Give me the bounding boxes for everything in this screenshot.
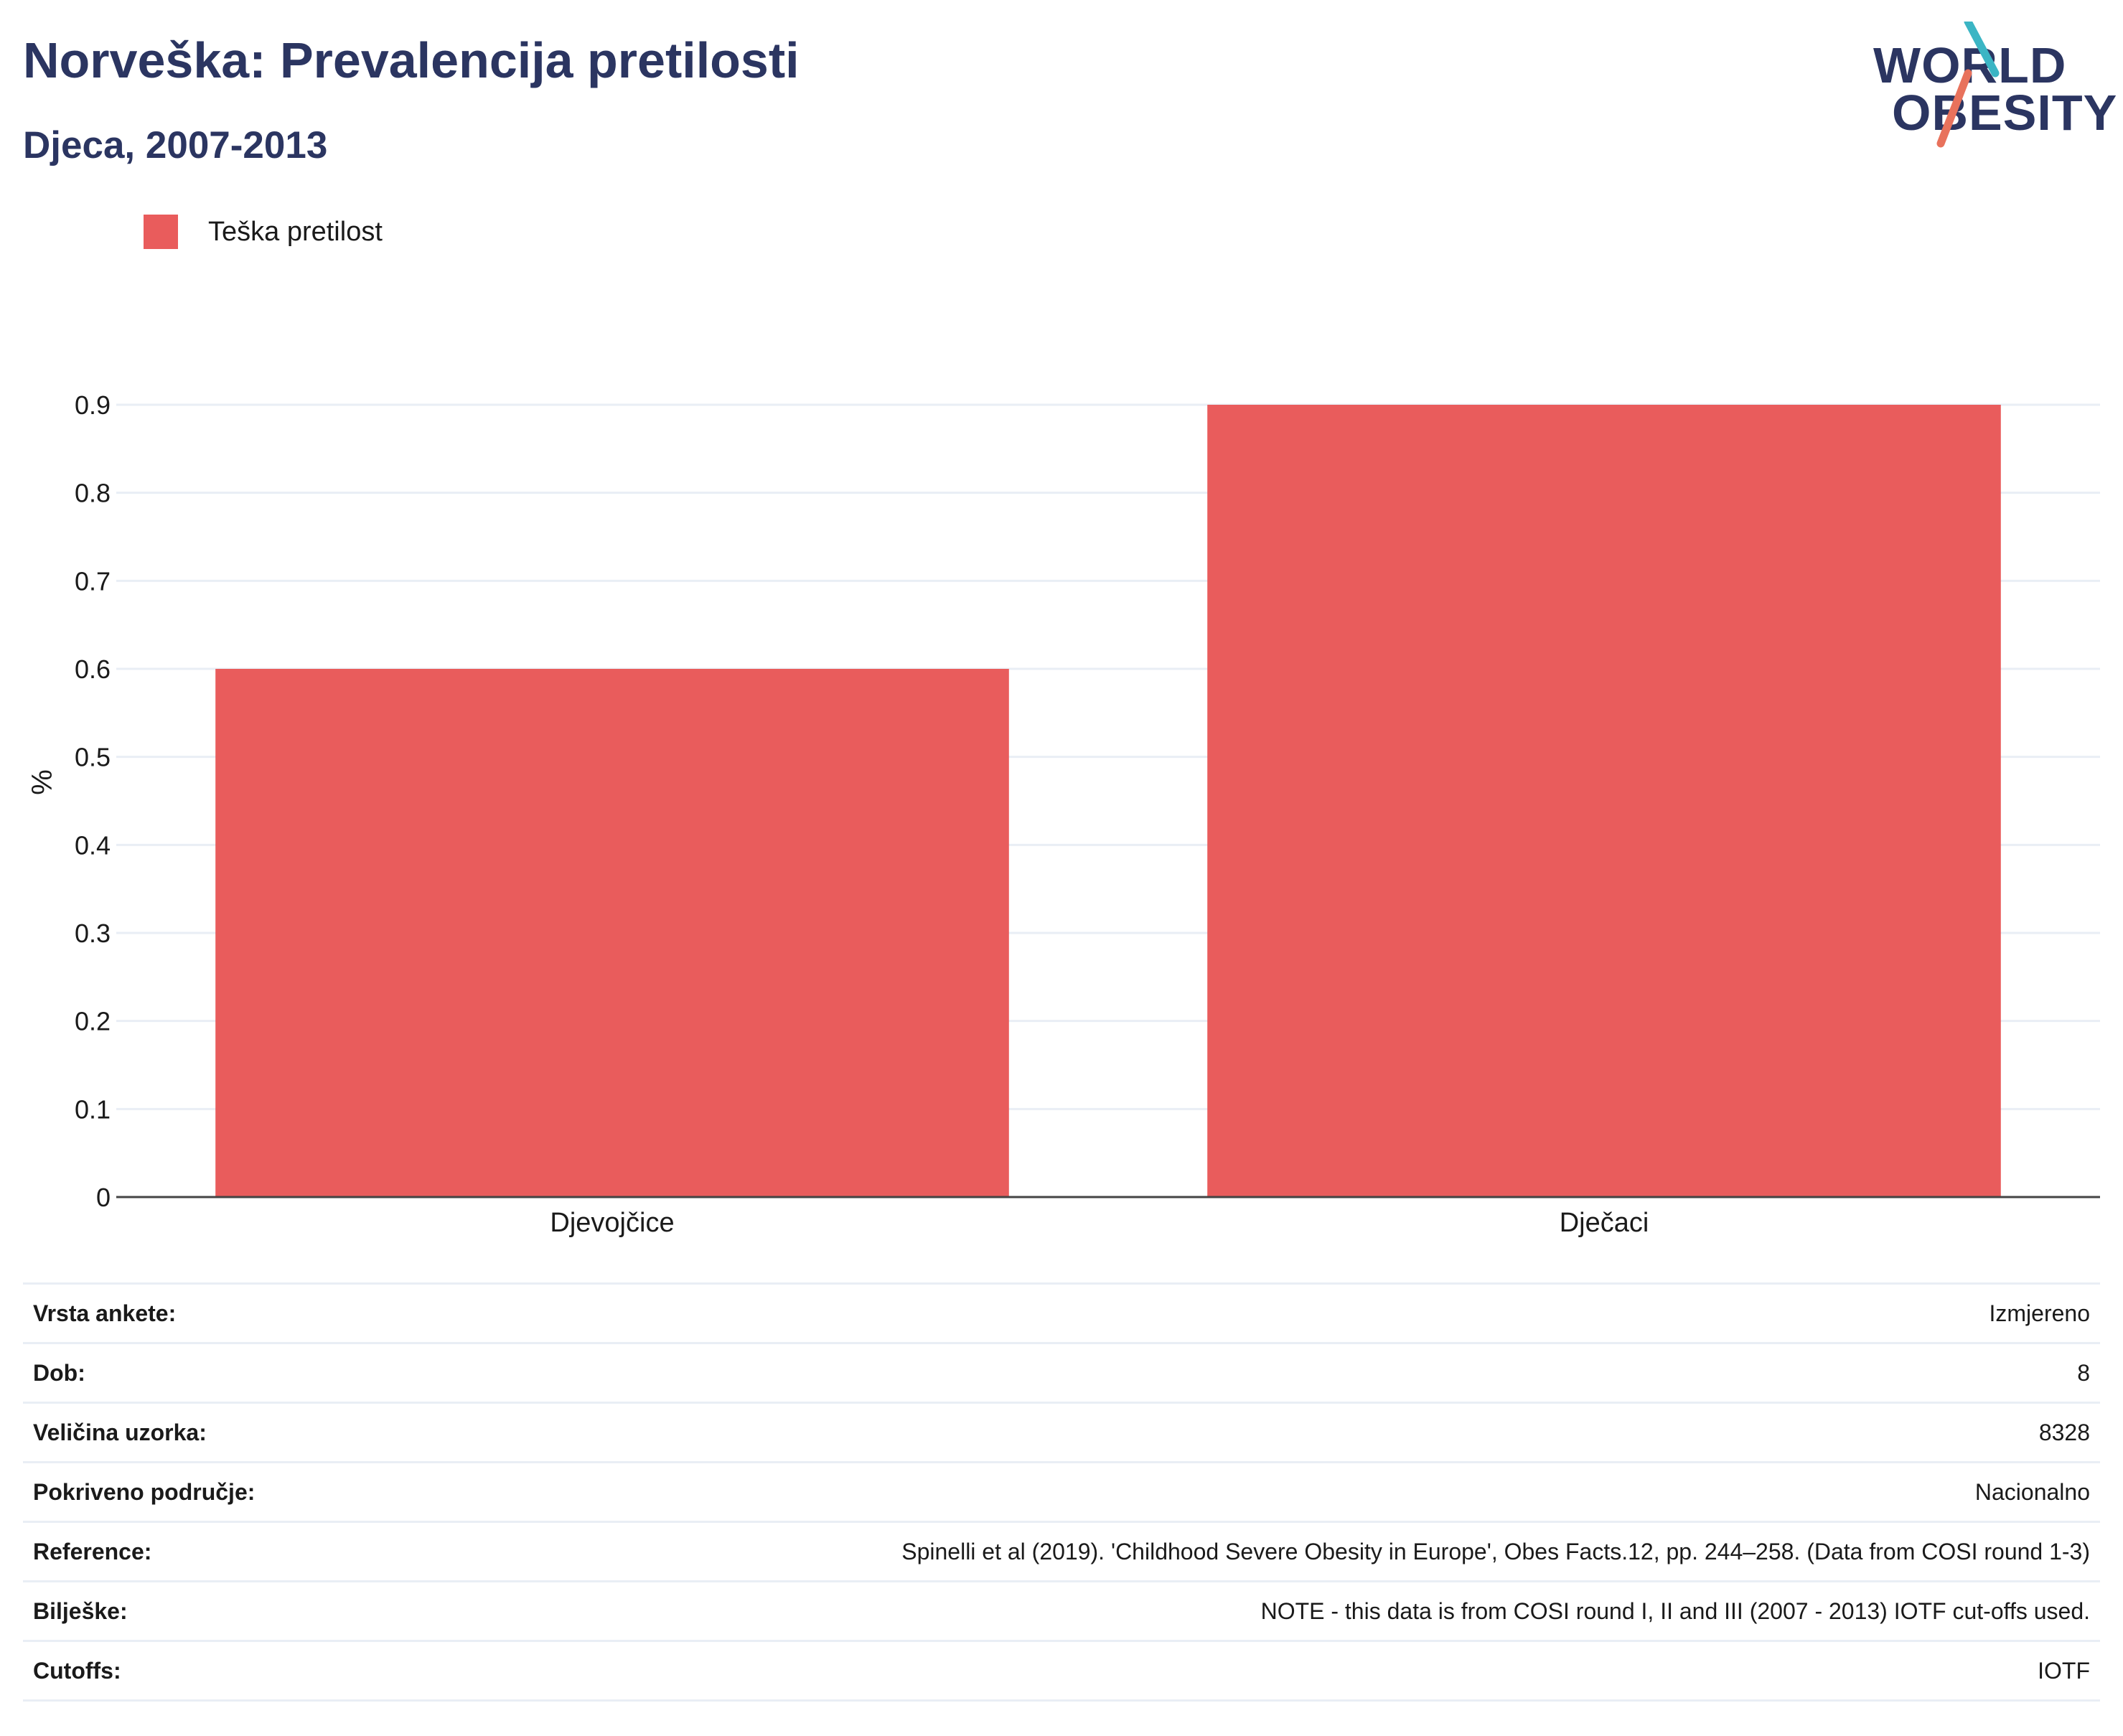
info-value: Nacionalno xyxy=(1974,1478,2090,1505)
world-obesity-logo: WORLD OBESITY xyxy=(1873,22,2117,151)
info-row: Cutoffs: IOTF xyxy=(23,1641,2100,1701)
x-tick-label: Djevojčice xyxy=(550,1208,674,1238)
info-label: Dob: xyxy=(33,1359,85,1386)
info-table: Vrsta ankete: Izmjereno Dob: 8 Veličina uzor… xyxy=(23,1282,2100,1702)
info-label: Vrsta ankete: xyxy=(33,1300,177,1326)
y-tick-label: 0.3 xyxy=(75,919,111,948)
info-label: Pokriveno područje: xyxy=(33,1478,256,1505)
logo-word-world: WORLD xyxy=(1873,37,2067,93)
info-row: Vrsta ankete: Izmjereno xyxy=(23,1283,2100,1343)
legend-swatch xyxy=(144,215,178,249)
y-tick-label: 0.9 xyxy=(75,390,111,420)
bar-1 xyxy=(215,669,1009,1197)
y-tick-label: 0.2 xyxy=(75,1007,111,1036)
y-tick-label: 0.6 xyxy=(75,654,111,684)
info-value: 8328 xyxy=(2038,1419,2090,1445)
info-label: Bilješke: xyxy=(33,1597,128,1624)
info-row: Bilješke: NOTE - this data is from COSI r… xyxy=(23,1581,2100,1641)
info-label: Reference: xyxy=(33,1538,152,1564)
info-label: Veličina uzorka: xyxy=(33,1419,207,1445)
info-row: Pokriveno područje: Nacionalno xyxy=(23,1462,2100,1522)
info-value: 8 xyxy=(2077,1359,2090,1386)
y-tick-label: 0.4 xyxy=(75,830,111,860)
info-row: Reference: Spinelli et al (2019). 'Childh… xyxy=(23,1521,2100,1582)
info-row: Veličina uzorka: 8328 xyxy=(23,1402,2100,1463)
logo-word-obesity: OBESITY xyxy=(1892,85,2118,141)
info-value: NOTE - this data is from COSI round I, I… xyxy=(1260,1597,2090,1624)
y-tick-label: 0.7 xyxy=(75,566,111,596)
info-label: Cutoffs: xyxy=(33,1657,121,1684)
page-subtitle: Djeca, 2007-2013 xyxy=(23,124,328,166)
y-tick-label: 0.5 xyxy=(75,743,111,772)
y-axis-label: % xyxy=(27,769,58,795)
y-tick-label: 0.8 xyxy=(75,479,111,508)
page-title: Norveška: Prevalencija pretilosti xyxy=(23,32,800,88)
info-row: Dob: 8 xyxy=(23,1343,2100,1403)
bar-chart: 0 0.1 0.2 0.3 0.4 0.5 0.6 0.7 0.8 0.9 Djevojčice Dj… xyxy=(27,390,2100,1238)
y-tick-label: 0 xyxy=(96,1183,111,1212)
info-value: IOTF xyxy=(2038,1657,2090,1684)
x-tick-label: Dječaci xyxy=(1560,1208,1649,1238)
y-tick-label: 0.1 xyxy=(75,1094,111,1124)
info-value: Izmjereno xyxy=(1989,1300,2091,1326)
logo-slash-icon xyxy=(1936,22,2000,148)
bar-2 xyxy=(1207,405,2001,1197)
legend-label: Teška pretilost xyxy=(208,216,383,247)
chart-legend: Teška pretilost xyxy=(144,214,383,250)
info-value: Spinelli et al (2019). 'Childhood Severe… xyxy=(901,1538,2090,1564)
